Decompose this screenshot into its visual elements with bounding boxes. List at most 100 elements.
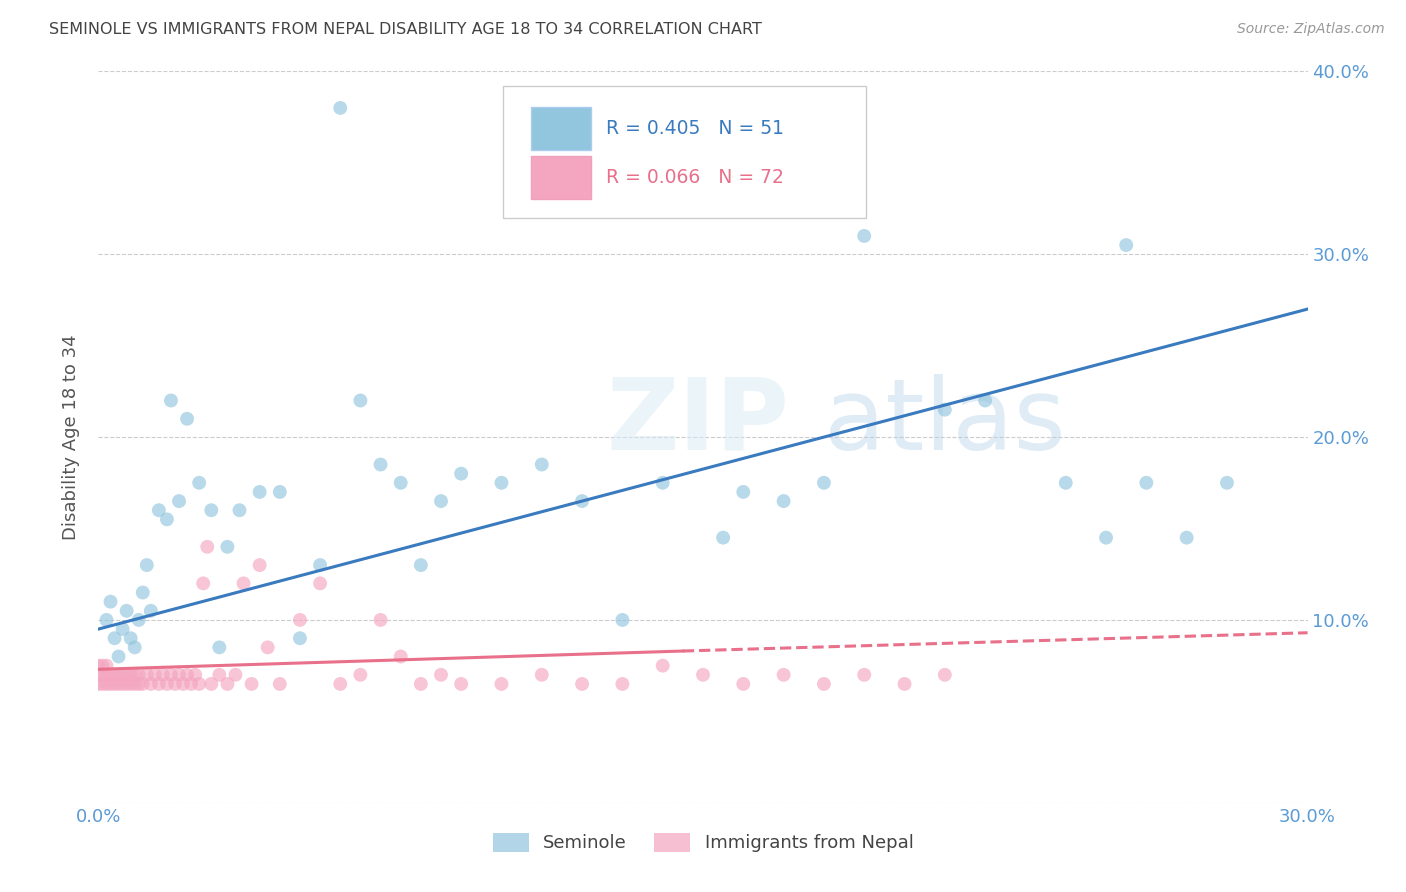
Point [530, 667, 553, 681]
Point [692, 667, 714, 681]
Text: R = 0.066   N = 72: R = 0.066 N = 72 [606, 168, 785, 187]
Point [120, 632, 142, 646]
Point [491, 677, 513, 691]
Point [530, 458, 553, 472]
Point [193, 576, 215, 591]
Point [389, 649, 412, 664]
Point [188, 677, 211, 691]
Point [139, 677, 162, 691]
Text: SEMINOLE VS IMMIGRANTS FROM NEPAL DISABILITY AGE 18 TO 34 CORRELATION CHART: SEMINOLE VS IMMIGRANTS FROM NEPAL DISABI… [49, 22, 762, 37]
Point [256, 640, 278, 655]
Point [450, 677, 472, 691]
Point [217, 540, 239, 554]
Point [974, 393, 997, 408]
Point [111, 677, 134, 691]
Point [934, 667, 956, 681]
Point [107, 649, 129, 664]
Point [309, 576, 332, 591]
Point [813, 677, 835, 691]
Point [249, 485, 271, 500]
Point [87, 667, 110, 681]
Point [249, 558, 271, 573]
Point [124, 677, 146, 691]
Point [651, 475, 673, 490]
Point [349, 667, 371, 681]
Point [430, 667, 453, 681]
Point [115, 604, 138, 618]
Point [87, 677, 110, 691]
Point [120, 677, 142, 691]
Point [329, 677, 352, 691]
Point [111, 667, 134, 681]
Point [91, 667, 114, 681]
Point [612, 613, 634, 627]
Point [1054, 475, 1077, 490]
Point [612, 677, 634, 691]
Point [96, 613, 118, 627]
Point [176, 412, 198, 426]
Point [96, 658, 118, 673]
Point [349, 393, 371, 408]
Point [172, 677, 194, 691]
Text: Source: ZipAtlas.com: Source: ZipAtlas.com [1237, 22, 1385, 37]
Point [217, 677, 239, 691]
Point [733, 485, 755, 500]
Point [115, 667, 138, 681]
Point [309, 558, 332, 573]
Point [128, 667, 150, 681]
Point [772, 494, 794, 508]
Point [200, 677, 222, 691]
Point [107, 667, 129, 681]
Point [103, 667, 125, 681]
Point [195, 540, 218, 554]
Point [571, 677, 593, 691]
Point [96, 677, 118, 691]
Point [1175, 531, 1198, 545]
Point [430, 494, 453, 508]
Point [167, 494, 190, 508]
Text: atlas: atlas [824, 374, 1066, 471]
Point [228, 503, 250, 517]
Point [853, 229, 876, 244]
Point [103, 677, 125, 691]
Point [1216, 475, 1239, 490]
Point [135, 558, 157, 573]
Point [208, 667, 231, 681]
Point [167, 667, 190, 681]
Point [772, 667, 794, 681]
Point [128, 677, 150, 691]
Point [160, 667, 183, 681]
Point [132, 585, 155, 599]
Point [571, 494, 593, 508]
Point [184, 667, 207, 681]
Point [232, 576, 254, 591]
Point [163, 677, 186, 691]
Point [893, 677, 915, 691]
Point [813, 475, 835, 490]
Point [288, 613, 311, 627]
Point [148, 503, 170, 517]
Point [156, 677, 179, 691]
Point [91, 677, 114, 691]
Text: ZIP: ZIP [606, 374, 789, 471]
Point [132, 677, 155, 691]
Point [269, 485, 291, 500]
Point [188, 475, 211, 490]
Point [1095, 531, 1118, 545]
Point [370, 458, 392, 472]
Point [107, 677, 129, 691]
Point [934, 402, 956, 417]
Point [115, 677, 138, 691]
Point [224, 667, 246, 681]
Point [100, 667, 122, 681]
Legend: Seminole, Immigrants from Nepal: Seminole, Immigrants from Nepal [485, 826, 921, 860]
Point [288, 632, 311, 646]
Point [1115, 238, 1137, 252]
FancyBboxPatch shape [503, 86, 866, 218]
Text: R = 0.405   N = 51: R = 0.405 N = 51 [606, 119, 785, 138]
Point [124, 667, 146, 681]
Point [135, 667, 157, 681]
Point [389, 475, 412, 490]
Point [651, 658, 673, 673]
Point [100, 594, 122, 608]
